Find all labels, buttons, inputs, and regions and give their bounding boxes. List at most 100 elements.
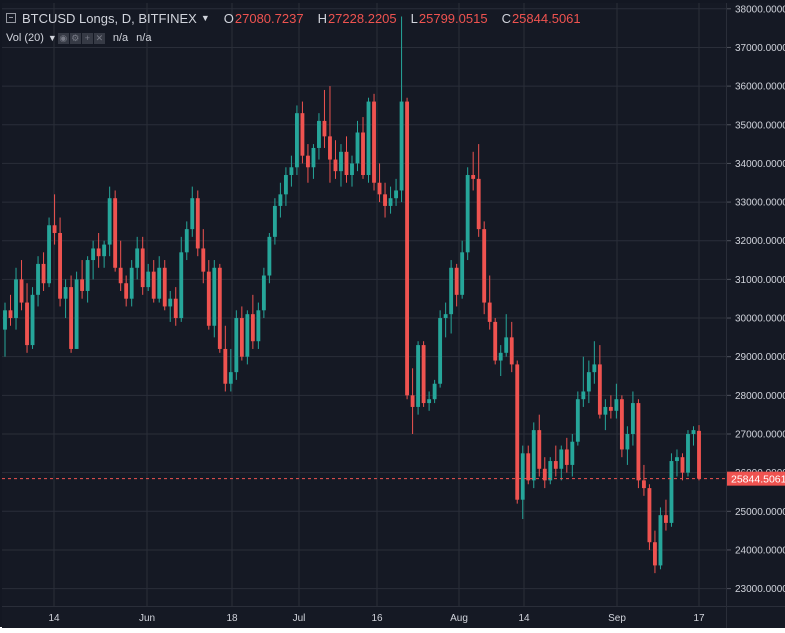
chevron-down-icon[interactable]: ▼ bbox=[47, 33, 57, 43]
y-tick-label: 27000.0000 bbox=[735, 429, 785, 440]
candle-body bbox=[575, 399, 580, 442]
symbol-title[interactable]: BTCUSD Longs, D, BITFINEX bbox=[22, 10, 197, 26]
candle-body bbox=[195, 198, 200, 249]
y-tick-label: 33000.0000 bbox=[735, 198, 785, 209]
candle-body bbox=[317, 120, 321, 148]
candle-body bbox=[686, 433, 690, 473]
candle-body bbox=[597, 364, 602, 415]
y-tick-label: 35000.0000 bbox=[735, 120, 785, 131]
candle-body bbox=[680, 457, 685, 473]
candle-body bbox=[157, 267, 162, 299]
candle-body bbox=[421, 345, 426, 404]
collapse-legend-icon[interactable] bbox=[6, 13, 16, 23]
candle-body bbox=[14, 279, 18, 319]
price-axis[interactable]: 38000.0000 37000.0000 36000.0000 35000.0000… bbox=[726, 3, 785, 606]
last-price-tag bbox=[727, 471, 785, 486]
candle-body bbox=[394, 190, 398, 199]
candle-body bbox=[619, 399, 624, 450]
candle-body bbox=[201, 248, 206, 272]
candle-body bbox=[493, 321, 498, 361]
candle-body bbox=[63, 287, 68, 299]
candle-body bbox=[416, 345, 421, 407]
candle-body bbox=[350, 163, 354, 176]
candle-body bbox=[581, 391, 586, 400]
candle-body bbox=[675, 457, 679, 462]
candle-body bbox=[69, 287, 74, 349]
chevron-down-icon[interactable]: ▼ bbox=[200, 13, 210, 23]
candle-body bbox=[272, 205, 277, 237]
x-tick-label: 16 bbox=[371, 613, 383, 624]
candle-body bbox=[608, 406, 613, 411]
candle-body bbox=[140, 248, 145, 288]
chart-legend: BTCUSD Longs, D, BITFINEX ▼ O 27080.7237 … bbox=[6, 8, 581, 28]
candle-body bbox=[267, 236, 272, 276]
volume-study-legend: Vol (20) ▼ ◉ ⚙ + ✕ n/a n/a bbox=[6, 31, 151, 45]
candle-body bbox=[294, 113, 299, 168]
candle-body bbox=[664, 515, 668, 523]
candle-body bbox=[261, 275, 266, 311]
price-chart[interactable] bbox=[2, 3, 726, 606]
candle-body bbox=[669, 461, 674, 523]
candle-body bbox=[217, 267, 222, 349]
candle-body bbox=[223, 348, 228, 384]
candle-body bbox=[30, 294, 35, 346]
candle-body bbox=[19, 279, 24, 303]
candle-body bbox=[80, 279, 85, 291]
candle-body bbox=[388, 198, 393, 206]
candle-body bbox=[107, 198, 112, 245]
candle-body bbox=[58, 232, 63, 299]
candle-body bbox=[465, 175, 470, 253]
candle-body bbox=[603, 406, 608, 415]
candle-body bbox=[118, 267, 123, 284]
candle-body bbox=[509, 337, 514, 365]
candle-body bbox=[36, 263, 40, 295]
time-axis[interactable]: 14 Jun 18 Jul 16 Aug 14 Sep 17 bbox=[2, 606, 726, 628]
open-label: O bbox=[223, 10, 234, 26]
candle-body bbox=[239, 318, 244, 357]
candle-body bbox=[377, 182, 382, 195]
candle-body bbox=[520, 453, 525, 500]
y-tick-label: 29000.0000 bbox=[735, 352, 785, 363]
x-tick-label: Aug bbox=[450, 613, 468, 624]
candle-body bbox=[542, 468, 547, 481]
candle-body bbox=[570, 441, 575, 465]
y-tick-label: 38000.0000 bbox=[735, 4, 785, 15]
candle-body bbox=[85, 260, 90, 291]
candle-body bbox=[482, 229, 487, 303]
candle-body bbox=[653, 542, 657, 566]
candle-body bbox=[184, 229, 189, 253]
plot-area[interactable] bbox=[2, 3, 726, 606]
candle-body bbox=[47, 225, 51, 284]
candle-body bbox=[328, 136, 332, 160]
time-axis-labels: 14 Jun 18 Jul 16 Aug 14 Sep 17 bbox=[48, 613, 705, 624]
candle-body bbox=[427, 399, 432, 404]
candle-body bbox=[206, 271, 211, 326]
candle-body bbox=[658, 515, 663, 566]
more-icon[interactable]: + bbox=[81, 32, 93, 44]
candle-body bbox=[449, 267, 454, 315]
candle-body bbox=[289, 167, 294, 176]
candle-body bbox=[498, 352, 503, 361]
candle-body bbox=[190, 198, 195, 230]
candle-body bbox=[630, 403, 635, 434]
close-icon[interactable]: ✕ bbox=[93, 32, 105, 44]
candle-body bbox=[256, 310, 261, 342]
x-tick-label: 18 bbox=[226, 613, 238, 624]
candle-body bbox=[146, 271, 151, 288]
candle-body bbox=[515, 364, 520, 500]
candle-body bbox=[537, 430, 542, 469]
x-tick-label: 14 bbox=[518, 613, 530, 624]
candle-body bbox=[592, 364, 597, 373]
candle-body bbox=[162, 267, 167, 307]
candle-body bbox=[647, 488, 652, 543]
eye-icon[interactable]: ◉ bbox=[57, 32, 69, 44]
y-tick-label: 28000.0000 bbox=[735, 391, 785, 402]
candlestick-series bbox=[3, 16, 701, 574]
volume-study-title[interactable]: Vol (20) bbox=[6, 32, 44, 44]
settings-icon[interactable]: ⚙ bbox=[69, 32, 81, 44]
candle-body bbox=[102, 244, 107, 257]
x-tick-label: Sep bbox=[608, 613, 626, 624]
candle-body bbox=[697, 430, 701, 479]
candle-body bbox=[25, 302, 29, 346]
